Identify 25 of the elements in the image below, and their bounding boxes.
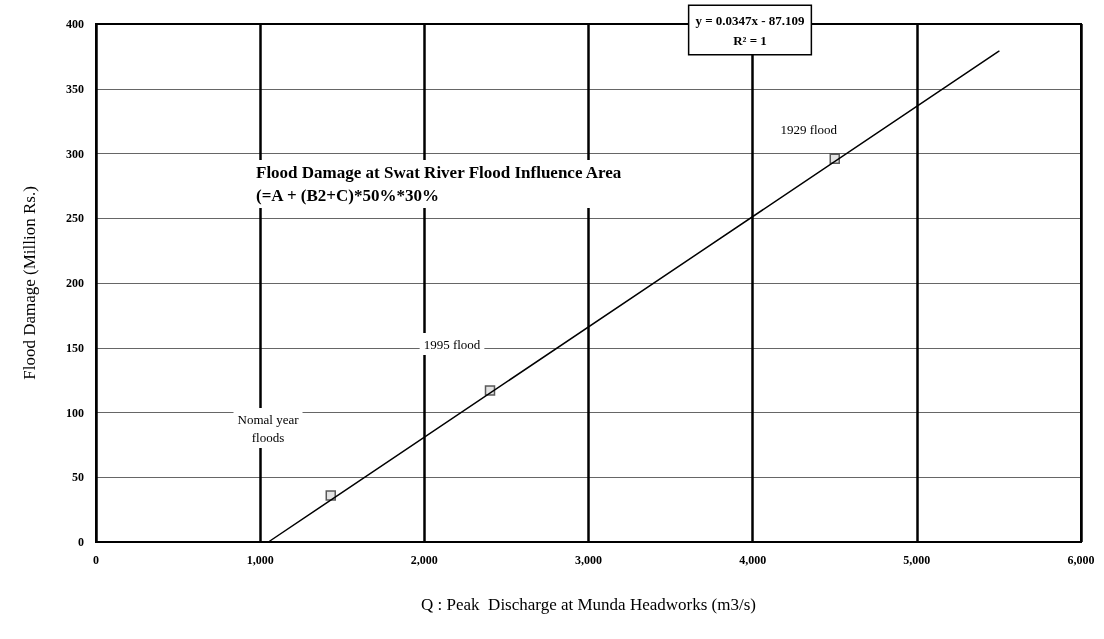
x-axis-title: Q : Peak Discharge at Munda Headworks (m3/s) [421,595,756,614]
x-tick-label: 4,000 [739,553,767,567]
x-tick-label: 6,000 [1067,553,1095,567]
annotation: 1929 flood [780,122,838,138]
y-tick-label: 200 [66,276,84,290]
x-tick-label: 2,000 [410,553,438,567]
y-tick-label: 150 [66,340,84,355]
annotation: Nomal year floods [237,411,300,445]
x-tick-label: 3,000 [575,553,602,567]
point [325,490,337,501]
x-tick-label: 5,000 [903,553,931,567]
x-tick-label: 1,000 [246,553,274,567]
text: (=A + (B2+C)*50%*30% [256,186,439,205]
y-tick-label: 400 [66,17,84,31]
y-tick-label: 100 [66,405,84,420]
text: Flood Damage at Swat River Flood Influence Area [256,163,622,182]
annotation: 1995 flood [423,336,481,352]
y-tick-label: 350 [66,81,84,96]
y-tick-label: 300 [66,146,84,161]
x-tick-label: 0 [93,553,99,567]
y-tick-label: 250 [66,211,84,226]
y-axis-title: Flood Damage (Million Rs.) [20,186,39,380]
y-tick-label: 50 [72,470,84,485]
annotation: y = 0.0347x - 87.109 R² = 1 [695,12,806,48]
y-tick-label: 0 [78,535,84,549]
